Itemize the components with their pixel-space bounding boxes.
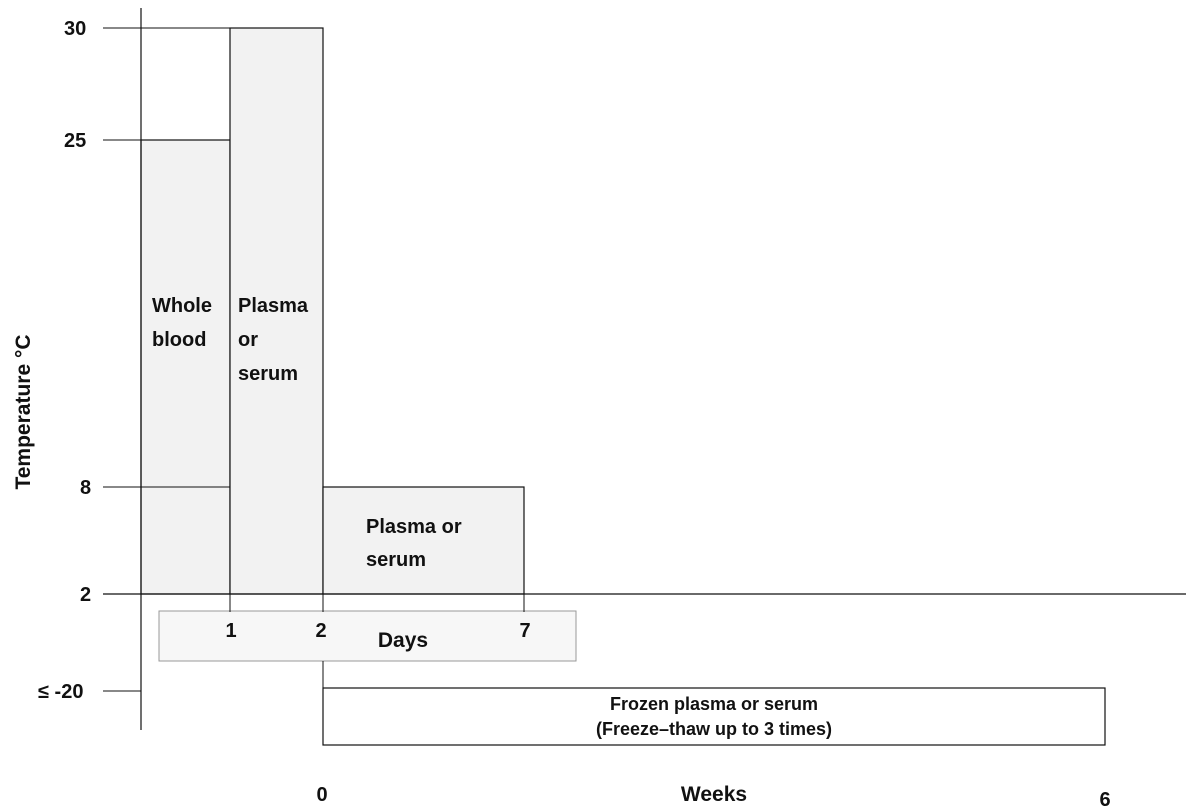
- days-axis-title: Days: [378, 629, 428, 652]
- week-label-6: 6: [1099, 789, 1110, 811]
- whole-blood-label-line2: blood: [152, 329, 206, 351]
- days-axis-band: [158, 610, 577, 662]
- whole-blood-label-line1: Whole: [152, 295, 212, 317]
- plasma-fridge-region: [322, 486, 525, 595]
- frozen-label-line2: (Freeze–thaw up to 3 times): [596, 719, 832, 739]
- plasma-room-temp-region: [229, 27, 324, 595]
- weeks-axis-title: Weeks: [681, 783, 747, 806]
- plasma-room-label-line1: Plasma: [238, 295, 309, 317]
- plasma-room-label-line2: or: [238, 329, 258, 351]
- y-tick-8: 8: [80, 477, 91, 499]
- day-label-7: 7: [519, 620, 530, 642]
- y-axis-title: Temperature °C: [12, 334, 35, 489]
- day-label-2: 2: [315, 620, 326, 642]
- plasma-room-label-line3: serum: [238, 363, 298, 385]
- y-tick-30: 30: [64, 18, 86, 40]
- y-tick-2: 2: [80, 584, 91, 606]
- y-tick-25: 25: [64, 130, 86, 152]
- plasma-fridge-label-line2: serum: [366, 549, 426, 571]
- week-label-0: 0: [316, 784, 327, 806]
- day-label-1: 1: [225, 620, 236, 642]
- plasma-fridge-label-line1: Plasma or: [366, 516, 462, 538]
- y-tick-minus20: ≤ -20: [38, 681, 83, 703]
- whole-blood-region: [140, 139, 231, 595]
- frozen-region: [322, 687, 1106, 746]
- frozen-label-line1: Frozen plasma or serum: [610, 694, 818, 714]
